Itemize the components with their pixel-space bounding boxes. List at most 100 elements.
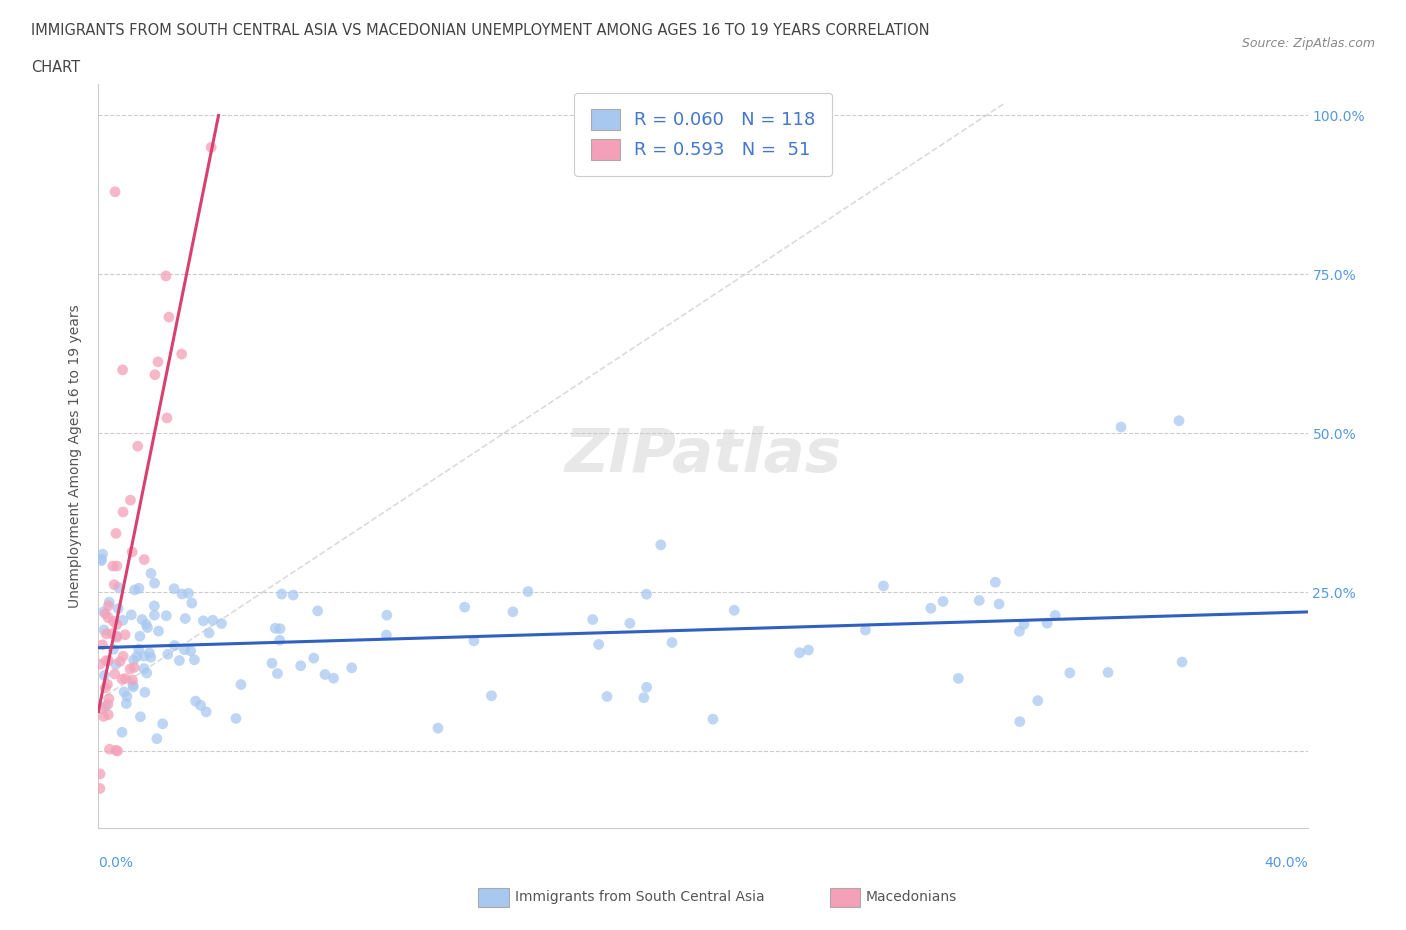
Point [121,677,143,692]
Point [146,731,169,746]
Point [193,613,215,628]
Point [481,688,503,703]
Point [174,611,197,626]
Point [115,697,138,711]
Point [128,642,150,657]
Point [872,578,894,593]
Point [920,601,942,616]
Point [190,698,212,712]
Point [108,654,131,669]
Point [314,667,336,682]
Point [1059,666,1081,681]
Point [184,694,207,709]
Point [104,667,127,682]
Point [107,580,129,595]
Point [932,594,955,609]
Point [967,593,990,608]
Point [797,643,820,658]
Point [1008,624,1031,639]
Point [143,367,166,382]
Point [103,642,125,657]
Text: Source: ZipAtlas.com: Source: ZipAtlas.com [1241,37,1375,50]
Point [125,649,148,664]
Point [143,598,166,613]
Point [112,649,135,664]
Point [155,608,177,623]
Point [89,781,111,796]
Point [134,552,156,567]
Point [1036,616,1059,631]
Point [156,410,179,425]
Point [290,658,312,673]
Point [135,666,157,681]
Point [148,624,170,639]
Point [988,596,1011,611]
Point [723,603,745,618]
Point [122,653,145,668]
Point [1097,665,1119,680]
Point [90,551,112,566]
Point [97,691,120,706]
Point [260,656,283,671]
Point [104,657,127,671]
Point [97,707,120,722]
Point [105,618,128,632]
Point [636,587,658,602]
Point [98,594,121,609]
Point [183,652,205,667]
Point [105,559,128,574]
Point [121,544,143,559]
Point [136,620,159,635]
Point [427,721,450,736]
Point [129,710,152,724]
Text: 40.0%: 40.0% [1264,857,1308,870]
Point [114,628,136,643]
Point [111,724,134,739]
Point [195,704,218,719]
Point [1109,419,1132,434]
Text: ZIPatlas: ZIPatlas [564,426,842,485]
Point [132,648,155,663]
Point [112,505,135,520]
Point [93,668,115,683]
Text: Immigrants from South Central Asia: Immigrants from South Central Asia [515,890,765,905]
Point [115,689,138,704]
Point [200,140,222,154]
Point [122,660,145,675]
Point [96,677,118,692]
Point [104,526,127,541]
Text: Macedonians: Macedonians [866,890,957,905]
Point [302,651,325,666]
Point [105,629,128,644]
Point [134,684,156,699]
Point [114,671,136,686]
Point [517,584,540,599]
Point [173,643,195,658]
Point [97,598,120,613]
Point [107,743,129,758]
Point [103,614,125,629]
Point [146,354,169,369]
Point [90,553,112,568]
Point [121,672,143,687]
Text: 0.0%: 0.0% [98,857,134,870]
Point [453,600,475,615]
Point [180,596,202,611]
Point [502,604,524,619]
Point [124,582,146,597]
Point [177,586,200,601]
Point [93,604,115,619]
Point [111,671,134,686]
Point [89,766,111,781]
Point [135,617,157,631]
Point [269,621,291,636]
Point [94,606,117,621]
Point [211,616,233,631]
Point [269,632,291,647]
Point [633,690,655,705]
Point [463,633,485,648]
Point [170,347,193,362]
Point [588,637,610,652]
Point [201,613,224,628]
Point [97,653,120,668]
